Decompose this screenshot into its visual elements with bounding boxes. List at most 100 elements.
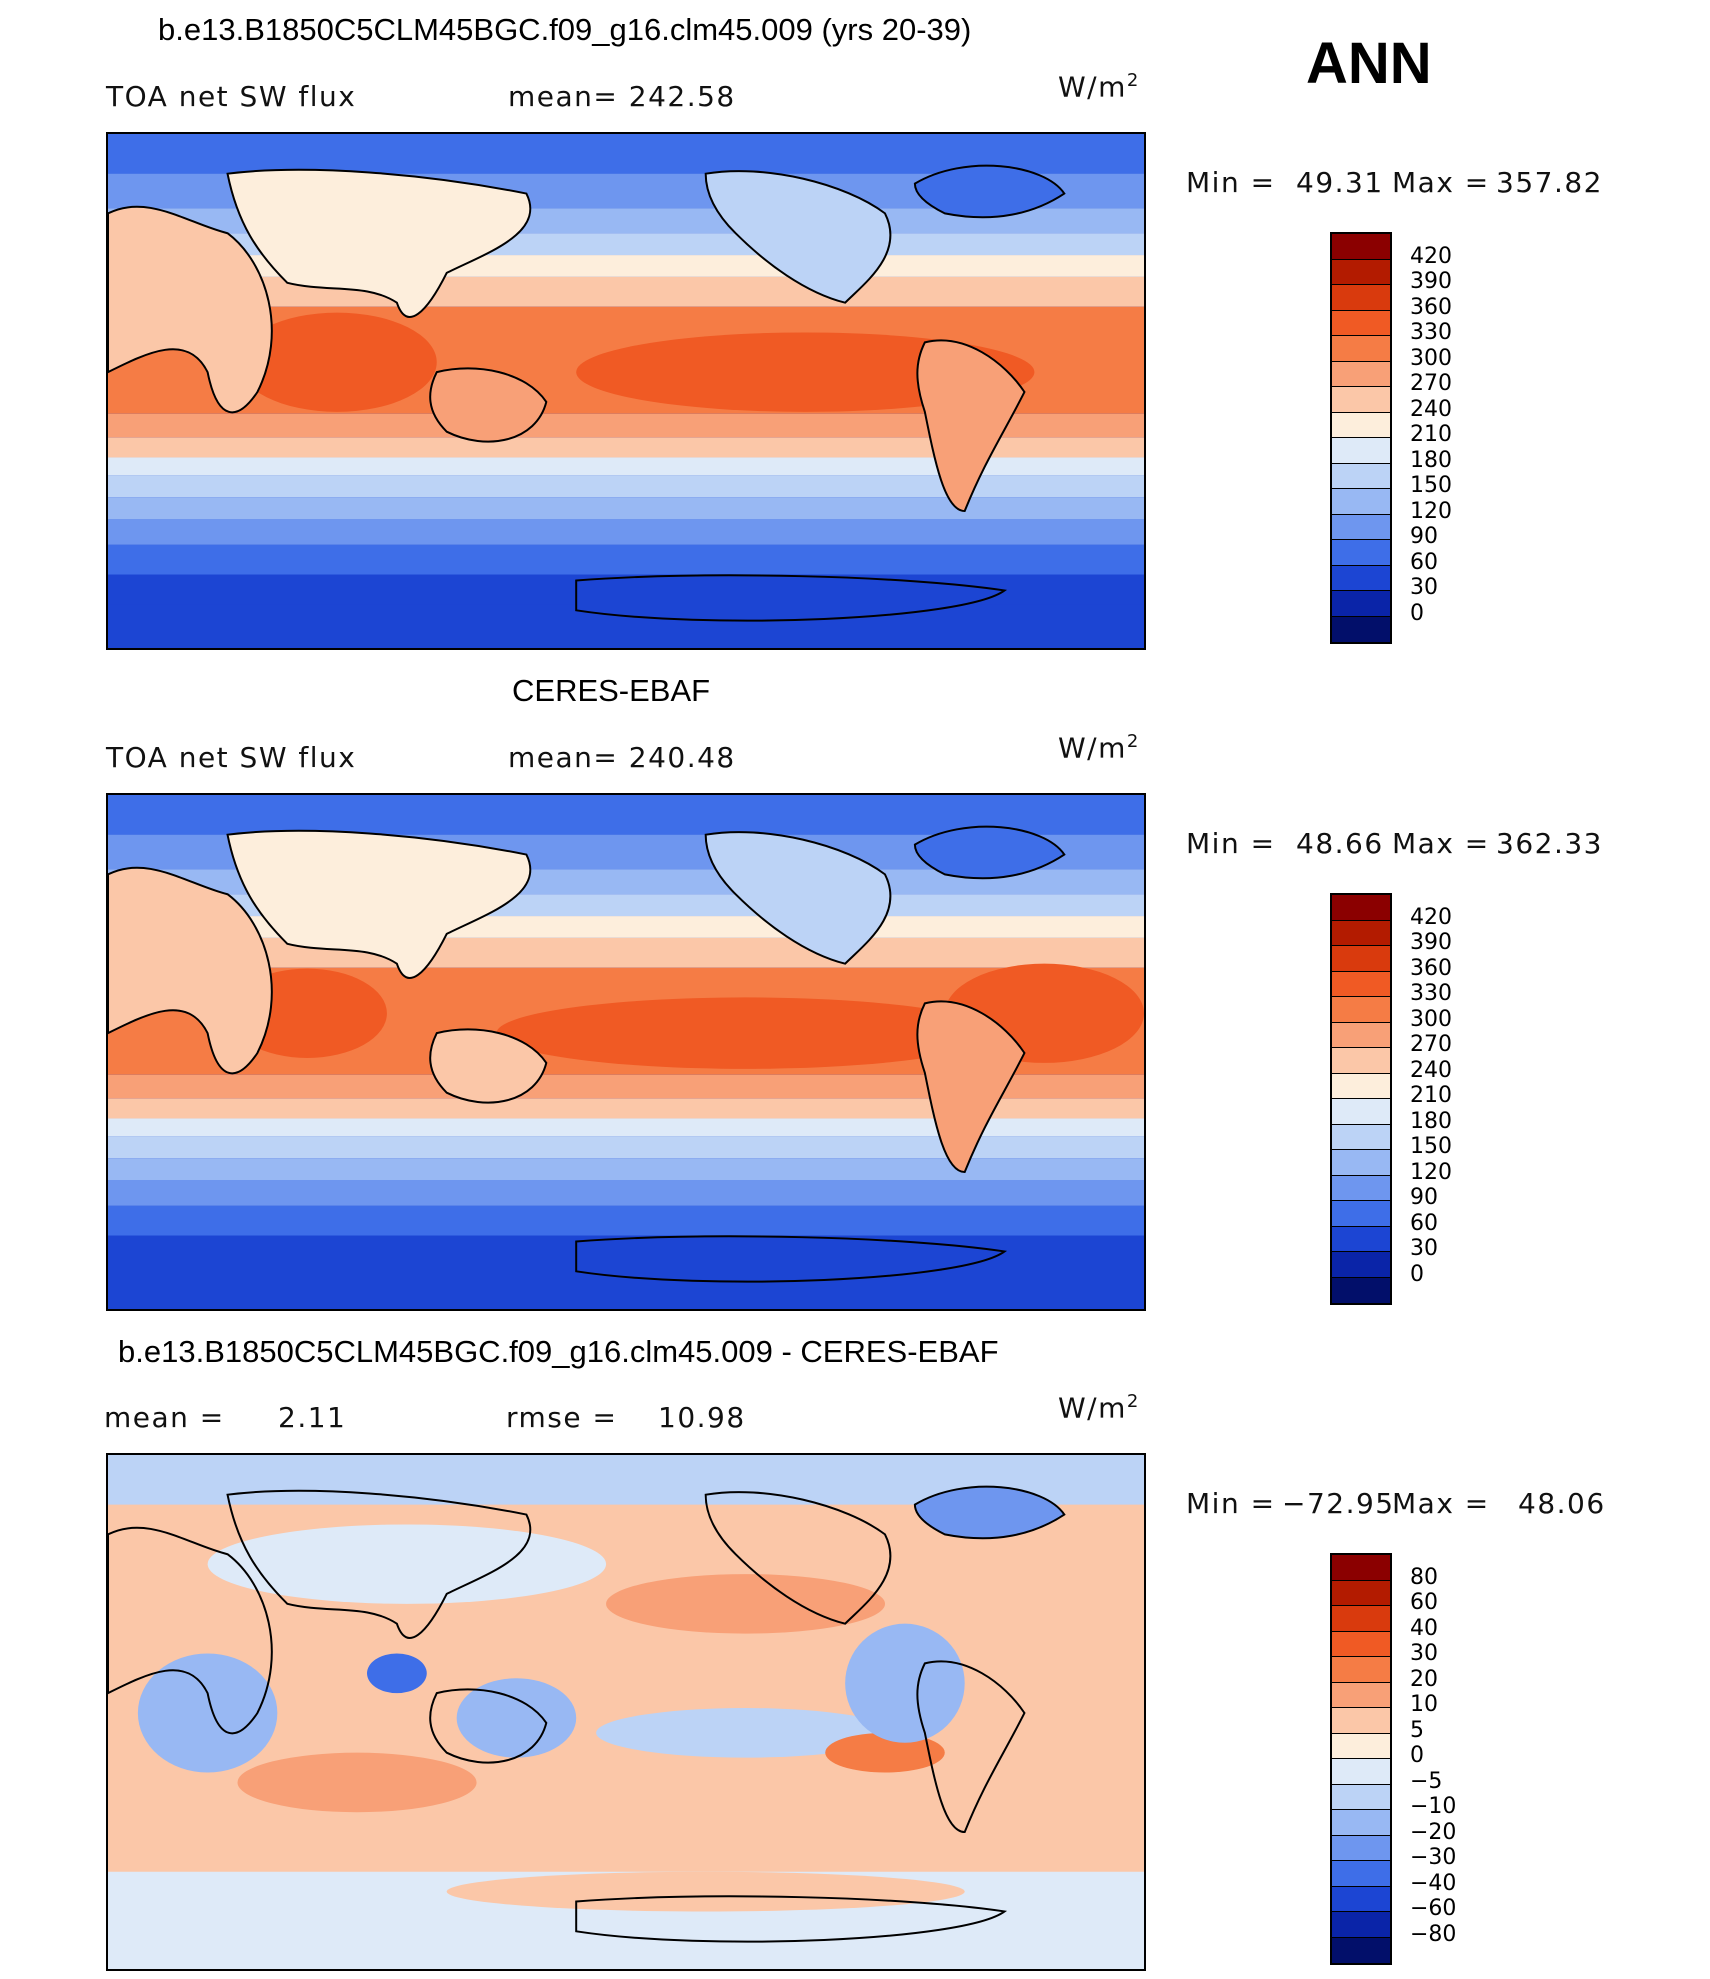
colorbar-swatch [1332,514,1390,540]
colorbar-swatch [1332,1555,1390,1581]
colorbar-swatch [1332,1784,1390,1810]
panel3-rmse-value: 10.98 [658,1401,746,1434]
colorbar-swatch [1332,1937,1390,1963]
colorbar-level-label: 0 [1410,1743,1424,1768]
colorbar-level-label: 20 [1410,1666,1438,1692]
colorbar-level-label: 120 [1410,498,1452,524]
colorbar-swatch [1332,1835,1390,1861]
panel3-colorbar [1330,1553,1392,1965]
colorbar-level-label: 420 [1410,243,1452,269]
colorbar-swatch [1332,438,1390,464]
colorbar-swatch [1332,1226,1390,1252]
colorbar-level-label: 10 [1410,1692,1438,1717]
colorbar-swatch [1332,1810,1390,1836]
colorbar-level-label: 360 [1410,294,1452,320]
colorbar-swatch [1332,1580,1390,1606]
colorbar-level-label: 330 [1410,981,1452,1006]
panel1-colorbar [1330,232,1392,644]
colorbar-level-label: −5 [1410,1768,1443,1794]
panel2-colorbar [1330,893,1392,1305]
panel1-min-value: 49.31 [1296,166,1384,199]
colorbar-swatch [1332,1682,1390,1708]
colorbar-level-label: 120 [1410,1159,1452,1185]
colorbar-swatch [1332,1861,1390,1887]
colorbar-swatch [1332,540,1390,566]
colorbar-level-label: 330 [1410,320,1452,345]
colorbar-level-label: 300 [1410,1006,1452,1032]
panel3-map [106,1453,1146,1971]
colorbar-swatch [1332,971,1390,997]
panel1-title: b.e13.B1850C5CLM45BGC.f09_g16.clm45.009 … [158,12,972,47]
colorbar-level-label: −30 [1410,1845,1457,1870]
colorbar-swatch [1332,1099,1390,1125]
colorbar-level-label: 0 [1410,1261,1424,1287]
panel2-min-value: 48.66 [1296,827,1384,860]
colorbar-level-label: 180 [1410,447,1452,473]
panel2-max-value: 362.33 [1496,827,1603,860]
colorbar-level-label: 300 [1410,345,1452,371]
panel3-title: b.e13.B1850C5CLM45BGC.f09_g16.clm45.009 … [118,1334,999,1369]
colorbar-swatch [1332,1733,1390,1759]
colorbar-level-label: 80 [1410,1564,1438,1590]
colorbar-swatch [1332,1022,1390,1048]
colorbar-swatch [1332,463,1390,489]
colorbar-swatch [1332,920,1390,946]
panel3-min-label: Min = [1186,1487,1276,1520]
colorbar-swatch [1332,1657,1390,1683]
season-label: ANN [1306,31,1432,96]
colorbar-swatch [1332,1606,1390,1632]
colorbar-level-label: 360 [1410,955,1452,981]
colorbar-level-label: 60 [1410,1590,1438,1615]
colorbar-level-label: 0 [1410,600,1424,626]
panel1-max-value: 357.82 [1496,166,1603,199]
panel1-units: W/m2 [1058,70,1140,104]
colorbar-level-label: 210 [1410,1083,1452,1108]
panel2-map [106,793,1146,1311]
panel2-min-label: Min = [1186,827,1276,860]
colorbar-level-label: 90 [1410,524,1438,549]
colorbar-swatch [1332,1201,1390,1227]
colorbar-level-label: 420 [1410,904,1452,930]
panel3-max-value: 48.06 [1518,1487,1606,1520]
panel3-units: W/m2 [1058,1391,1140,1425]
colorbar-swatch [1332,591,1390,617]
panel2-variable-label: TOA net SW flux [106,741,357,774]
panel3-rmse-label: rmse = [506,1401,618,1434]
panel3-max-label: Max = [1392,1487,1490,1520]
colorbar-level-label: 180 [1410,1108,1452,1134]
colorbar-level-label: 240 [1410,396,1452,422]
colorbar-swatch [1332,259,1390,285]
colorbar-level-label: −10 [1410,1794,1457,1819]
colorbar-swatch [1332,1124,1390,1150]
colorbar-swatch [1332,1759,1390,1785]
panel1-max-label: Max = [1392,166,1490,199]
colorbar-level-label: 210 [1410,422,1452,447]
colorbar-swatch [1332,285,1390,311]
colorbar-level-label: 390 [1410,930,1452,955]
panel2-title: CERES-EBAF [512,673,711,708]
panel1-mean-label: mean= 242.58 [508,80,736,113]
colorbar-swatch [1332,1073,1390,1099]
colorbar-level-label: 150 [1410,473,1452,498]
panel1-map-svg [108,134,1144,648]
colorbar-level-label: 5 [1410,1717,1424,1743]
colorbar-level-label: 150 [1410,1134,1452,1159]
colorbar-swatch [1332,234,1390,260]
colorbar-level-label: −60 [1410,1896,1457,1921]
panel2-max-label: Max = [1392,827,1490,860]
panel3-mean-label: mean = [104,1401,225,1434]
colorbar-level-label: 30 [1410,575,1438,600]
colorbar-level-label: 390 [1410,269,1452,294]
colorbar-level-label: 270 [1410,1032,1452,1057]
colorbar-level-label: 90 [1410,1185,1438,1210]
colorbar-swatch [1332,1175,1390,1201]
colorbar-swatch [1332,412,1390,438]
panel2-mean-label: mean= 240.48 [508,741,736,774]
colorbar-swatch [1332,565,1390,591]
colorbar-swatch [1332,1252,1390,1278]
colorbar-level-label: 270 [1410,371,1452,396]
panel2-units: W/m2 [1058,731,1140,765]
colorbar-swatch [1332,616,1390,642]
panel1-min-label: Min = [1186,166,1276,199]
colorbar-swatch [1332,997,1390,1023]
